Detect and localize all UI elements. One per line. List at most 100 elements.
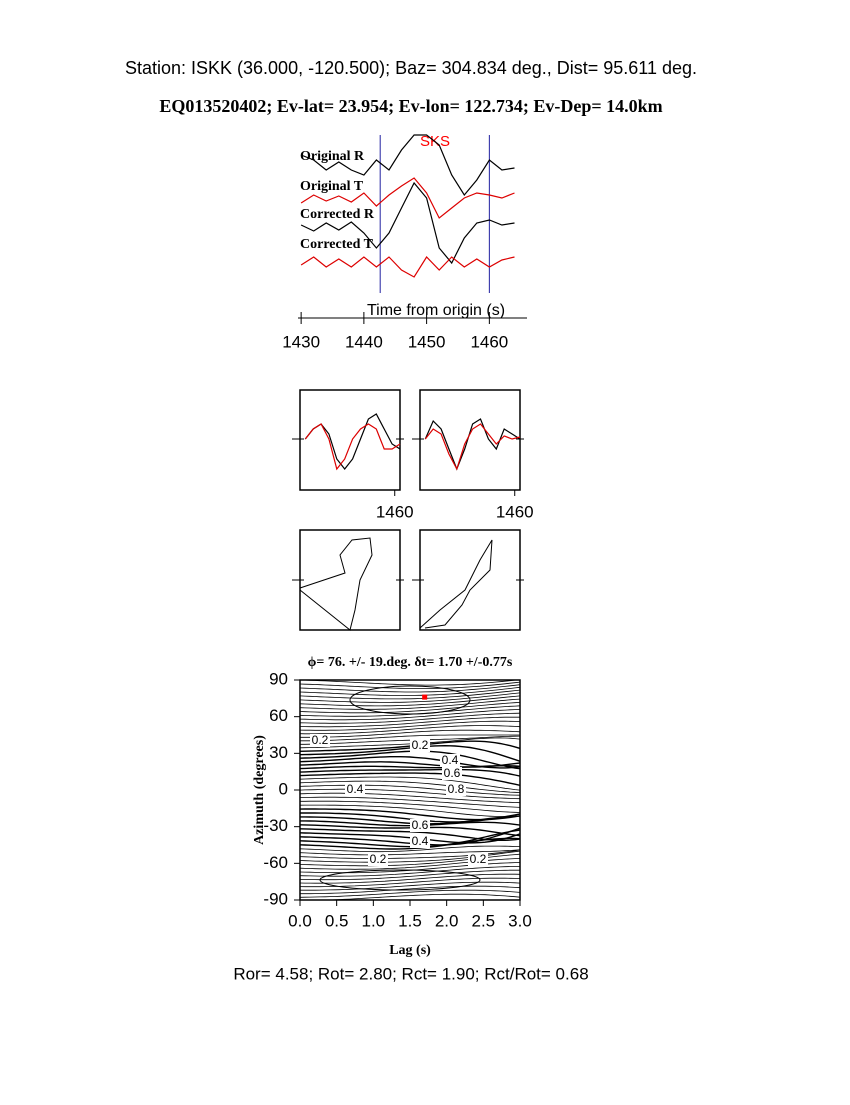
contour-line [300,772,520,786]
contour-line [300,885,520,895]
contour-title: ϕ= 76. +/- 19.deg. δt= 1.70 +/-0.77s [308,655,513,670]
best-fit [422,694,428,700]
trace-label: Corrected T [300,237,374,252]
event-title: EQ013520402; Ev-lat= 23.954; Ev-lon= 122… [159,96,662,116]
contour-line [300,873,520,884]
contour-line [300,796,520,808]
contour-label: 0.4 [347,782,364,796]
station-title: Station: ISKK (36.000, -120.500); Baz= 3… [125,58,697,78]
contour-line [300,837,520,850]
contour-line [300,780,520,793]
contour-label: 0.4 [442,753,459,767]
particle-motion [299,537,373,631]
x-axis-label: Lag (s) [389,943,431,958]
label-bg [442,767,462,780]
contour-line [300,681,520,689]
contour-line [300,764,520,770]
label-bg [410,739,430,752]
label-bg [368,853,388,866]
contour-line [349,685,471,715]
x-tick-label: 1460 [470,332,508,351]
contour-label: 0.2 [312,733,329,747]
x-tick-label: 2.0 [435,911,459,930]
contour-line [300,849,520,856]
contour-line [300,734,520,742]
contour-line [300,698,520,710]
waveform [424,418,521,471]
x-tick-label: 1460 [376,502,414,521]
contour-line [300,866,520,877]
contour-line [300,689,520,700]
x-tick-label: 1440 [345,332,383,351]
y-tick-label: 90 [269,669,288,688]
waveform [300,177,515,219]
contour-label: 0.6 [444,766,461,780]
x-tick-label: 3.0 [508,911,532,930]
panel-frame [419,389,521,491]
splitting-note: Ror= 4.58; Rot= 2.80; Rct= 1.90; Rct/Rot… [233,964,588,983]
contour-line [300,792,520,804]
trace-label: Original T [300,179,364,194]
contour-line [319,869,481,891]
contour-line [300,686,520,696]
x-tick-label: 0.5 [325,911,349,930]
contour-line [300,680,520,686]
contour-line [300,684,520,693]
contour-line [300,881,520,891]
contour-line [300,712,520,724]
y-tick-label: 60 [269,706,288,725]
x-tick-label: 1.5 [398,911,422,930]
label-bg [410,835,430,848]
waveform [300,256,515,278]
label-bg [410,819,430,832]
contour-line [300,768,520,777]
contour-label: 0.4 [412,834,429,848]
label-bg [440,754,460,767]
contour-line [300,889,520,898]
contour-line [300,776,520,791]
contour-line [300,845,520,853]
contour-line [300,716,520,728]
contour-line [300,702,520,714]
contour-line [300,784,520,796]
x-tick-label: 1460 [496,502,534,521]
contour-line [300,788,520,800]
waveform [300,181,515,265]
contour-label: 0.2 [412,738,429,752]
label-bg [468,853,488,866]
contour-line [300,804,520,817]
label-bg [310,734,330,747]
y-tick-label: 0 [279,779,288,798]
contour-line [300,729,520,738]
x-tick-label: 1.0 [362,911,386,930]
x-axis-label: Time from origin (s) [367,302,505,319]
panel-frame [299,389,401,491]
y-tick-label: -90 [263,889,288,908]
waveform [300,134,515,197]
waveform [304,423,401,471]
contour-label: 0.8 [448,782,465,796]
waveform [424,423,521,471]
contour-line [300,692,520,703]
contour-label: 0.2 [370,852,387,866]
y-tick-label: -30 [263,816,288,835]
contour-line [300,709,520,721]
contour-lines [300,680,520,900]
x-tick-label: 0.0 [288,911,312,930]
contour-label: 0.2 [470,852,487,866]
label-bg [446,783,466,796]
contour-field [300,680,520,900]
panel-frame [299,529,401,631]
contour-line [300,800,520,813]
label-bg [345,783,365,796]
contour-line [300,695,520,707]
particle-motion [419,539,493,629]
y-axis-label: Azimuth (degrees) [252,735,267,845]
x-tick-label: 2.5 [472,911,496,930]
x-tick-label: 1450 [408,332,446,351]
y-tick-label: 30 [269,743,288,762]
waveform [304,413,401,470]
contour-line [300,720,520,731]
y-tick-label: -60 [263,853,288,872]
